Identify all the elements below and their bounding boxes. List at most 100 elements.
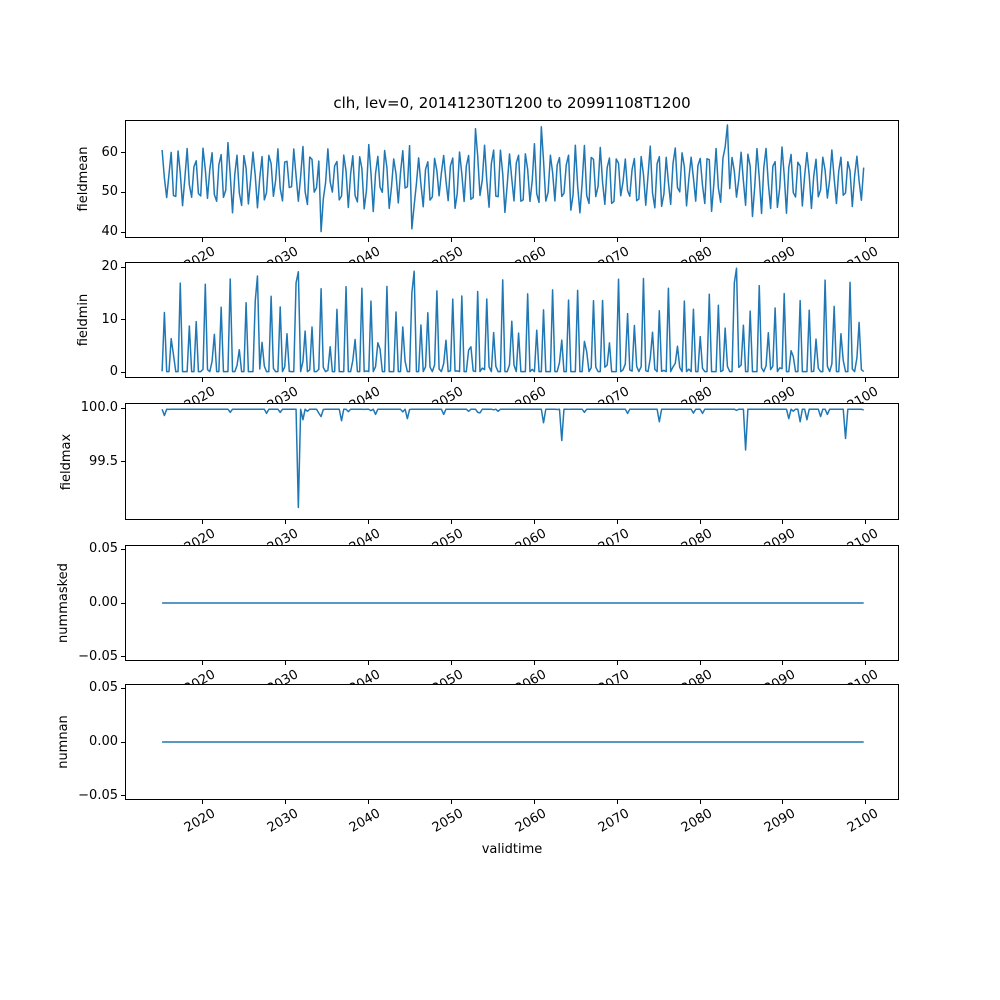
x-tick-mark bbox=[782, 520, 784, 524]
x-tick-mark bbox=[533, 378, 535, 382]
y-tick-label: 50 bbox=[101, 184, 118, 200]
axes-fieldmin bbox=[125, 262, 899, 378]
axes-fieldmax bbox=[125, 403, 899, 520]
y-tick-mark bbox=[121, 741, 125, 743]
x-tick-mark bbox=[368, 378, 370, 382]
y-axis-label-fieldmean: fieldmean bbox=[76, 146, 91, 212]
y-tick-label: −0.05 bbox=[78, 787, 118, 803]
x-tick-mark bbox=[699, 238, 701, 242]
x-tick-mark bbox=[782, 378, 784, 382]
y-tick-label: 10 bbox=[101, 311, 118, 327]
axes-fieldmean bbox=[125, 120, 899, 238]
y-tick-label: 40 bbox=[101, 224, 118, 240]
y-tick-mark bbox=[121, 602, 125, 604]
x-tick-mark bbox=[368, 520, 370, 524]
x-tick-mark bbox=[450, 378, 452, 382]
x-tick-mark bbox=[202, 520, 204, 524]
x-tick-mark bbox=[450, 661, 452, 665]
x-tick-mark bbox=[533, 520, 535, 524]
x-tick-mark bbox=[368, 238, 370, 242]
x-tick-mark bbox=[616, 238, 618, 242]
x-tick-mark bbox=[865, 238, 867, 242]
x-tick-mark bbox=[285, 238, 287, 242]
x-tick-mark bbox=[865, 800, 867, 804]
x-tick-mark bbox=[533, 238, 535, 242]
x-tick-mark bbox=[782, 661, 784, 665]
axes-nummasked bbox=[125, 545, 899, 661]
x-tick-mark bbox=[285, 661, 287, 665]
x-tick-mark bbox=[368, 661, 370, 665]
line-series-fieldmean bbox=[161, 124, 865, 233]
y-tick-label: 0.00 bbox=[89, 734, 118, 749]
line-series-numnan bbox=[162, 741, 864, 743]
y-tick-mark bbox=[121, 548, 125, 550]
y-tick-label: 60 bbox=[101, 144, 118, 160]
x-tick-label: 2020 bbox=[181, 806, 218, 836]
x-tick-label: 2060 bbox=[513, 806, 550, 836]
x-tick-mark bbox=[285, 800, 287, 804]
y-tick-mark bbox=[121, 687, 125, 689]
y-tick-mark bbox=[121, 371, 125, 373]
line-series-nummasked bbox=[162, 602, 864, 604]
y-tick-mark bbox=[121, 191, 125, 193]
x-tick-mark bbox=[202, 800, 204, 804]
x-tick-mark bbox=[782, 238, 784, 242]
x-tick-mark bbox=[616, 520, 618, 524]
y-tick-label: 20 bbox=[101, 259, 118, 275]
y-tick-mark bbox=[121, 319, 125, 321]
polyline-fieldmin bbox=[161, 267, 865, 373]
line-series-fieldmin bbox=[161, 267, 865, 373]
y-tick-mark bbox=[121, 231, 125, 233]
x-tick-mark bbox=[285, 520, 287, 524]
x-tick-mark bbox=[533, 661, 535, 665]
x-tick-label: 2080 bbox=[678, 806, 716, 836]
x-tick-mark bbox=[202, 661, 204, 665]
x-tick-mark bbox=[616, 661, 618, 665]
y-tick-label: 100.0 bbox=[80, 400, 118, 416]
polyline-fieldmax bbox=[161, 408, 864, 509]
x-tick-mark bbox=[865, 378, 867, 382]
polyline-fieldmean bbox=[161, 124, 865, 233]
x-tick-mark bbox=[699, 800, 701, 804]
y-tick-label: 0.05 bbox=[89, 680, 118, 696]
x-tick-mark bbox=[450, 238, 452, 242]
y-tick-label: 0 bbox=[109, 364, 118, 380]
x-tick-mark bbox=[865, 520, 867, 524]
chart-title: clh, lev=0, 20141230T1200 to 20991108T12… bbox=[333, 94, 691, 112]
y-tick-mark bbox=[121, 795, 125, 796]
y-tick-mark bbox=[121, 407, 125, 409]
x-tick-mark bbox=[202, 238, 204, 242]
x-tick-mark bbox=[865, 661, 867, 665]
x-tick-label: 2100 bbox=[844, 806, 881, 836]
x-tick-label: 2090 bbox=[761, 806, 798, 836]
y-tick-mark bbox=[121, 461, 125, 462]
x-tick-mark bbox=[450, 800, 452, 804]
y-tick-label: 0.00 bbox=[89, 595, 118, 610]
y-tick-mark bbox=[121, 152, 125, 154]
x-tick-label: 2030 bbox=[264, 806, 301, 836]
line-series-fieldmax bbox=[161, 408, 864, 509]
x-tick-mark bbox=[368, 800, 370, 804]
y-tick-label: 0.05 bbox=[89, 541, 118, 557]
x-tick-mark bbox=[202, 378, 204, 382]
y-tick-mark bbox=[121, 656, 125, 657]
y-axis-label-numnan: numnan bbox=[56, 715, 71, 769]
y-tick-label: −0.05 bbox=[78, 648, 118, 664]
x-tick-mark bbox=[699, 378, 701, 382]
x-tick-mark bbox=[782, 800, 784, 804]
x-tick-label: 2070 bbox=[596, 806, 633, 836]
x-tick-mark bbox=[285, 378, 287, 382]
y-tick-label: 99.5 bbox=[89, 453, 118, 469]
x-tick-mark bbox=[616, 378, 618, 382]
x-tick-label: 2050 bbox=[430, 806, 467, 836]
x-axis-label: validtime bbox=[481, 842, 543, 857]
y-tick-mark bbox=[121, 266, 125, 268]
x-tick-mark bbox=[699, 520, 701, 524]
axes-numnan bbox=[125, 684, 899, 800]
y-axis-label-fieldmax: fieldmax bbox=[59, 433, 74, 490]
y-axis-label-nummasked: nummasked bbox=[56, 563, 71, 643]
y-axis-label-fieldmin: fieldmin bbox=[76, 293, 91, 347]
x-tick-mark bbox=[450, 520, 452, 524]
x-tick-label: 2040 bbox=[347, 806, 384, 836]
